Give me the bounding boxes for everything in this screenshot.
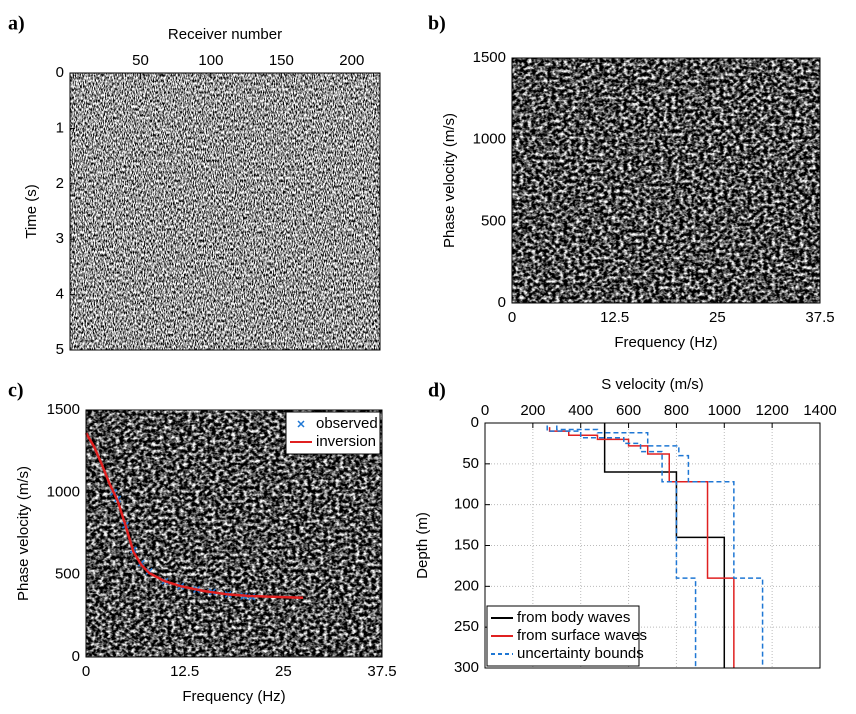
y-tick-label: 5 [56, 341, 64, 358]
x-tick-label: 37.5 [805, 309, 834, 326]
x-tick-label: 1400 [803, 402, 836, 419]
y-tick-label: 1000 [473, 131, 506, 148]
x-tick-label: 200 [339, 52, 364, 69]
y-tick-label: 500 [481, 212, 506, 229]
panel-label: d) [428, 380, 446, 402]
x-axis-label: S velocity (m/s) [601, 376, 704, 393]
y-tick-label: 250 [454, 618, 479, 635]
series-line [84, 432, 304, 599]
x-tick-label: 37.5 [367, 663, 396, 680]
x-tick-label: 25 [275, 663, 292, 680]
x-tick-label: 0 [508, 309, 516, 326]
legend-label: uncertainty bounds [517, 645, 644, 662]
x-tick-label: 12.5 [170, 663, 199, 680]
plot-frame [511, 57, 821, 304]
y-tick-label: 0 [471, 414, 479, 431]
y-tick-label: 1500 [47, 401, 80, 418]
y-tick-label: 0 [56, 64, 64, 81]
panel-label: c) [8, 380, 24, 402]
x-axis-label: Frequency (Hz) [614, 334, 717, 351]
series-line [548, 427, 735, 668]
x-tick-label: 1000 [708, 402, 741, 419]
y-tick-label: 2 [56, 175, 64, 192]
x-tick-label: 25 [709, 309, 726, 326]
y-tick-label: 4 [56, 286, 64, 303]
y-tick-label: 3 [56, 230, 64, 247]
y-axis-label: Phase velocity (m/s) [441, 113, 458, 248]
plot-frame [69, 72, 381, 351]
y-tick-label: 1000 [47, 483, 80, 500]
x-axis-label: Receiver number [168, 26, 282, 43]
legend-label: from body waves [517, 609, 630, 626]
y-tick-label: 150 [454, 536, 479, 553]
legend-label: from surface waves [517, 627, 647, 644]
x-tick-label: 200 [520, 402, 545, 419]
y-axis-label: Time (s) [23, 184, 40, 238]
legend-box [285, 411, 381, 455]
y-tick-label: 0 [498, 294, 506, 311]
panel-label: a) [8, 13, 25, 35]
series-line [546, 425, 764, 668]
y-tick-label: 500 [55, 566, 80, 583]
x-tick-label: 800 [664, 402, 689, 419]
x-tick-label: 150 [269, 52, 294, 69]
image-texture [512, 58, 820, 303]
image-texture [70, 73, 380, 350]
x-axis-label: Frequency (Hz) [182, 688, 285, 705]
x-tick-label: 1200 [755, 402, 788, 419]
x-tick-label: 12.5 [600, 309, 629, 326]
plot-frame [484, 422, 821, 669]
y-tick-label: 50 [462, 455, 479, 472]
x-tick-label: 50 [132, 52, 149, 69]
y-tick-label: 200 [454, 577, 479, 594]
y-tick-label: 1500 [473, 49, 506, 66]
x-tick-label: 400 [568, 402, 593, 419]
y-tick-label: 1 [56, 119, 64, 136]
x-tick-label: 600 [616, 402, 641, 419]
y-tick-label: 0 [72, 648, 80, 665]
legend-label: inversion [316, 433, 376, 450]
panel-label: b) [428, 13, 446, 35]
plot-frame [85, 409, 383, 658]
x-tick-label: 0 [481, 402, 489, 419]
legend-marker [297, 420, 305, 428]
y-axis-label: Depth (m) [414, 512, 431, 579]
x-tick-label: 0 [82, 663, 90, 680]
legend-label: observed [316, 415, 378, 432]
y-tick-label: 300 [454, 659, 479, 676]
y-tick-label: 100 [454, 496, 479, 513]
x-tick-label: 100 [198, 52, 223, 69]
y-axis-label: Phase velocity (m/s) [15, 466, 32, 601]
